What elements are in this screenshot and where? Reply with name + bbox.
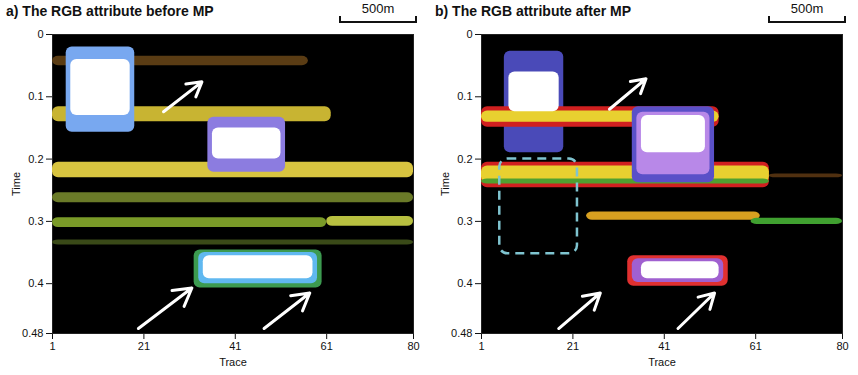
- html-text:b) The RGB attribute after MP: b) The RGB attribute after MP: [435, 3, 631, 19]
- svg-text:0.3: 0.3: [457, 215, 472, 227]
- svg-text:0.4: 0.4: [28, 277, 43, 289]
- svg-text:Trace: Trace: [219, 356, 247, 368]
- html-text:a) The RGB attribute before MP: a) The RGB attribute before MP: [6, 3, 214, 19]
- svg-text:0.3: 0.3: [28, 215, 43, 227]
- svg-text:80: 80: [836, 340, 848, 352]
- svg-text:61: 61: [321, 340, 333, 352]
- svg-text:0.48: 0.48: [22, 327, 43, 339]
- svg-text:0.2: 0.2: [457, 153, 472, 165]
- svg-text:41: 41: [229, 340, 241, 352]
- svg-text:0.1: 0.1: [457, 90, 472, 102]
- svg-text:21: 21: [138, 340, 150, 352]
- svg-text:1: 1: [49, 340, 55, 352]
- svg-text:0.48: 0.48: [451, 327, 472, 339]
- svg-text:0.4: 0.4: [457, 277, 472, 289]
- html-text:500m: 500m: [790, 1, 824, 16]
- svg-text:21: 21: [567, 340, 579, 352]
- svg-text:0.1: 0.1: [28, 90, 43, 102]
- svg-text:41: 41: [658, 340, 670, 352]
- svg-text:Trace: Trace: [648, 356, 676, 368]
- svg-text:Time: Time: [439, 172, 451, 196]
- svg-text:0: 0: [466, 28, 472, 40]
- svg-text:0.2: 0.2: [28, 153, 43, 165]
- svg-text:0: 0: [37, 28, 43, 40]
- svg-text:80: 80: [407, 340, 419, 352]
- svg-text:Time: Time: [10, 172, 22, 196]
- html-text:500m: 500m: [361, 1, 395, 16]
- svg-text:61: 61: [750, 340, 762, 352]
- svg-text:1: 1: [478, 340, 484, 352]
